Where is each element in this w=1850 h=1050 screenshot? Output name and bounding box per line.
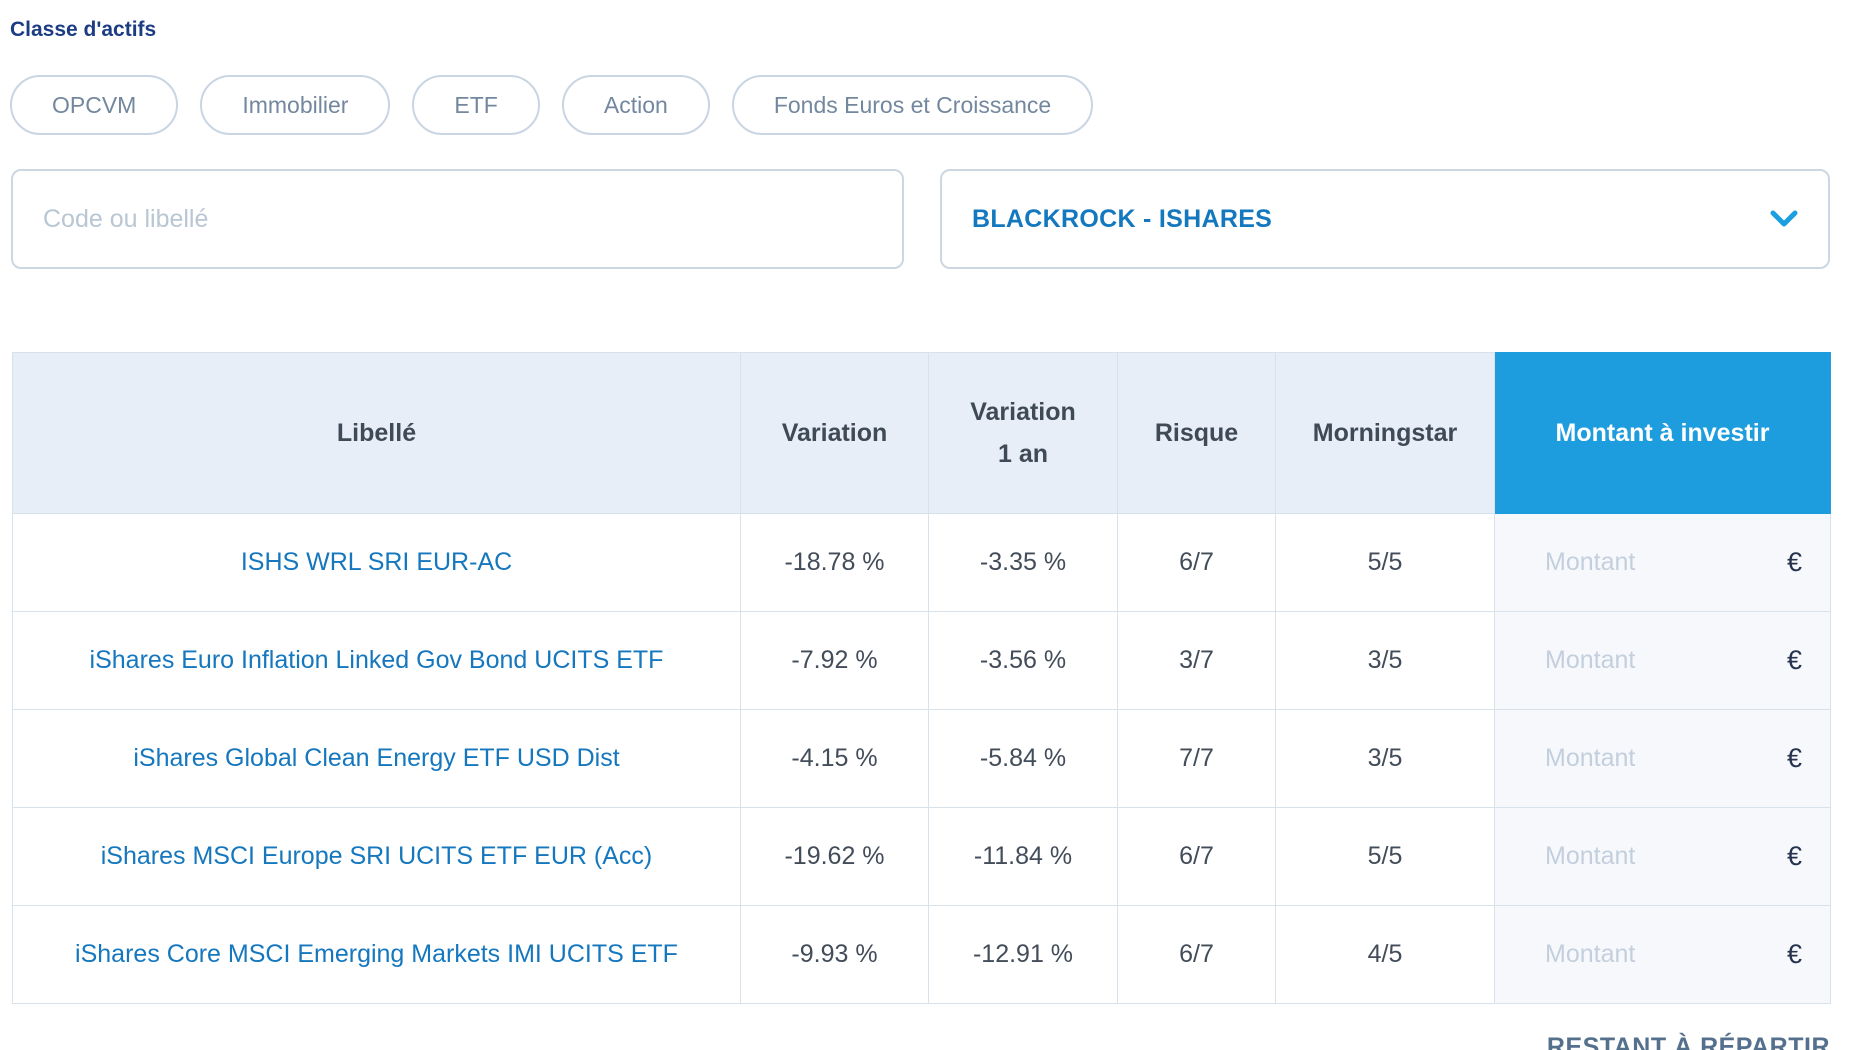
fund-link[interactable]: iShares Euro Inflation Linked Gov Bond U… — [89, 646, 664, 674]
variation-1an-cell: -5.84 % — [928, 709, 1118, 808]
montant-field-wrap: € — [1495, 547, 1830, 578]
montant-cell: € — [1494, 905, 1831, 1004]
variation-cell: -7.92 % — [740, 611, 929, 710]
montant-input[interactable] — [1545, 548, 1755, 577]
fund-name-cell: iShares Global Clean Energy ETF USD Dist — [12, 709, 741, 808]
provider-select[interactable]: BLACKROCK - ISHARES — [940, 169, 1830, 269]
variation-cell: -4.15 % — [740, 709, 929, 808]
table-row: iShares Core MSCI Emerging Markets IMI U… — [12, 905, 1831, 1004]
montant-field-wrap: € — [1495, 645, 1830, 676]
column-header-variation: Variation — [740, 352, 929, 514]
column-header-montant: Montant à investir — [1494, 352, 1831, 514]
montant-cell: € — [1494, 807, 1831, 906]
column-header-libelle: Libellé — [12, 352, 741, 514]
montant-cell: € — [1494, 513, 1831, 612]
fund-link[interactable]: ISHS WRL SRI EUR-AC — [240, 548, 513, 576]
filter-pill-opcvm[interactable]: OPCVM — [10, 75, 179, 135]
restant-a-repartir-label: RESTANT À RÉPARTIR — [1546, 1033, 1830, 1050]
search-input[interactable] — [11, 169, 904, 269]
column-header-morningstar: Morningstar — [1275, 352, 1495, 514]
risque-cell: 6/7 — [1117, 513, 1276, 612]
montant-field-wrap: € — [1495, 841, 1830, 872]
table-header-row: Libellé Variation Variation 1 an Risque … — [12, 352, 1831, 514]
risque-cell: 7/7 — [1117, 709, 1276, 808]
montant-input[interactable] — [1545, 744, 1755, 773]
variation-1an-cell: -12.91 % — [928, 905, 1118, 1004]
column-header-risque: Risque — [1117, 352, 1276, 514]
euro-symbol: € — [1786, 841, 1802, 871]
page-title: Classe d'actifs — [10, 18, 157, 41]
filter-pill-fonds-euros[interactable]: Fonds Euros et Croissance — [731, 75, 1094, 135]
montant-field-wrap: € — [1495, 939, 1830, 970]
variation-1an-cell: -11.84 % — [928, 807, 1118, 906]
morningstar-cell: 5/5 — [1275, 807, 1495, 906]
table-row: iShares MSCI Europe SRI UCITS ETF EUR (A… — [12, 807, 1831, 906]
filter-pill-immobilier[interactable]: Immobilier — [200, 75, 391, 135]
montant-input[interactable] — [1545, 646, 1755, 675]
fund-name-cell: ISHS WRL SRI EUR-AC — [12, 513, 741, 612]
table-row: ISHS WRL SRI EUR-AC -18.78 % -3.35 % 6/7… — [12, 513, 1831, 612]
fund-name-cell: iShares MSCI Europe SRI UCITS ETF EUR (A… — [12, 807, 741, 906]
montant-cell: € — [1494, 709, 1831, 808]
table-row: iShares Global Clean Energy ETF USD Dist… — [12, 709, 1831, 808]
euro-symbol: € — [1786, 645, 1802, 675]
search-and-provider-row: BLACKROCK - ISHARES — [11, 169, 1830, 269]
fund-name-cell: iShares Euro Inflation Linked Gov Bond U… — [12, 611, 741, 710]
risque-cell: 3/7 — [1117, 611, 1276, 710]
montant-input[interactable] — [1545, 940, 1755, 969]
variation-cell: -9.93 % — [740, 905, 929, 1004]
variation-1an-cell: -3.35 % — [928, 513, 1118, 612]
variation-cell: -19.62 % — [740, 807, 929, 906]
morningstar-cell: 3/5 — [1275, 709, 1495, 808]
morningstar-cell: 4/5 — [1275, 905, 1495, 1004]
euro-symbol: € — [1786, 939, 1802, 969]
euro-symbol: € — [1786, 743, 1802, 773]
morningstar-cell: 5/5 — [1275, 513, 1495, 612]
risque-cell: 6/7 — [1117, 807, 1276, 906]
funds-table: Libellé Variation Variation 1 an Risque … — [12, 352, 1831, 1004]
fund-link[interactable]: iShares MSCI Europe SRI UCITS ETF EUR (A… — [100, 842, 653, 870]
risque-cell: 6/7 — [1117, 905, 1276, 1004]
variation-1an-cell: -3.56 % — [928, 611, 1118, 710]
fund-name-cell: iShares Core MSCI Emerging Markets IMI U… — [12, 905, 741, 1004]
column-header-variation-1an: Variation 1 an — [928, 352, 1118, 514]
variation-cell: -18.78 % — [740, 513, 929, 612]
filter-pill-etf[interactable]: ETF — [412, 75, 540, 135]
morningstar-cell: 3/5 — [1275, 611, 1495, 710]
montant-input[interactable] — [1545, 842, 1755, 871]
table-row: iShares Euro Inflation Linked Gov Bond U… — [12, 611, 1831, 710]
fund-link[interactable]: iShares Core MSCI Emerging Markets IMI U… — [75, 940, 678, 968]
montant-field-wrap: € — [1495, 743, 1830, 774]
euro-symbol: € — [1786, 547, 1802, 577]
provider-select-value: BLACKROCK - ISHARES — [972, 204, 1273, 233]
chevron-down-icon — [1770, 210, 1798, 227]
filter-pill-action[interactable]: Action — [561, 75, 710, 135]
fund-link[interactable]: iShares Global Clean Energy ETF USD Dist — [133, 744, 620, 772]
montant-cell: € — [1494, 611, 1831, 710]
asset-class-filter-group: OPCVM Immobilier ETF Action Fonds Euros … — [10, 75, 1094, 135]
